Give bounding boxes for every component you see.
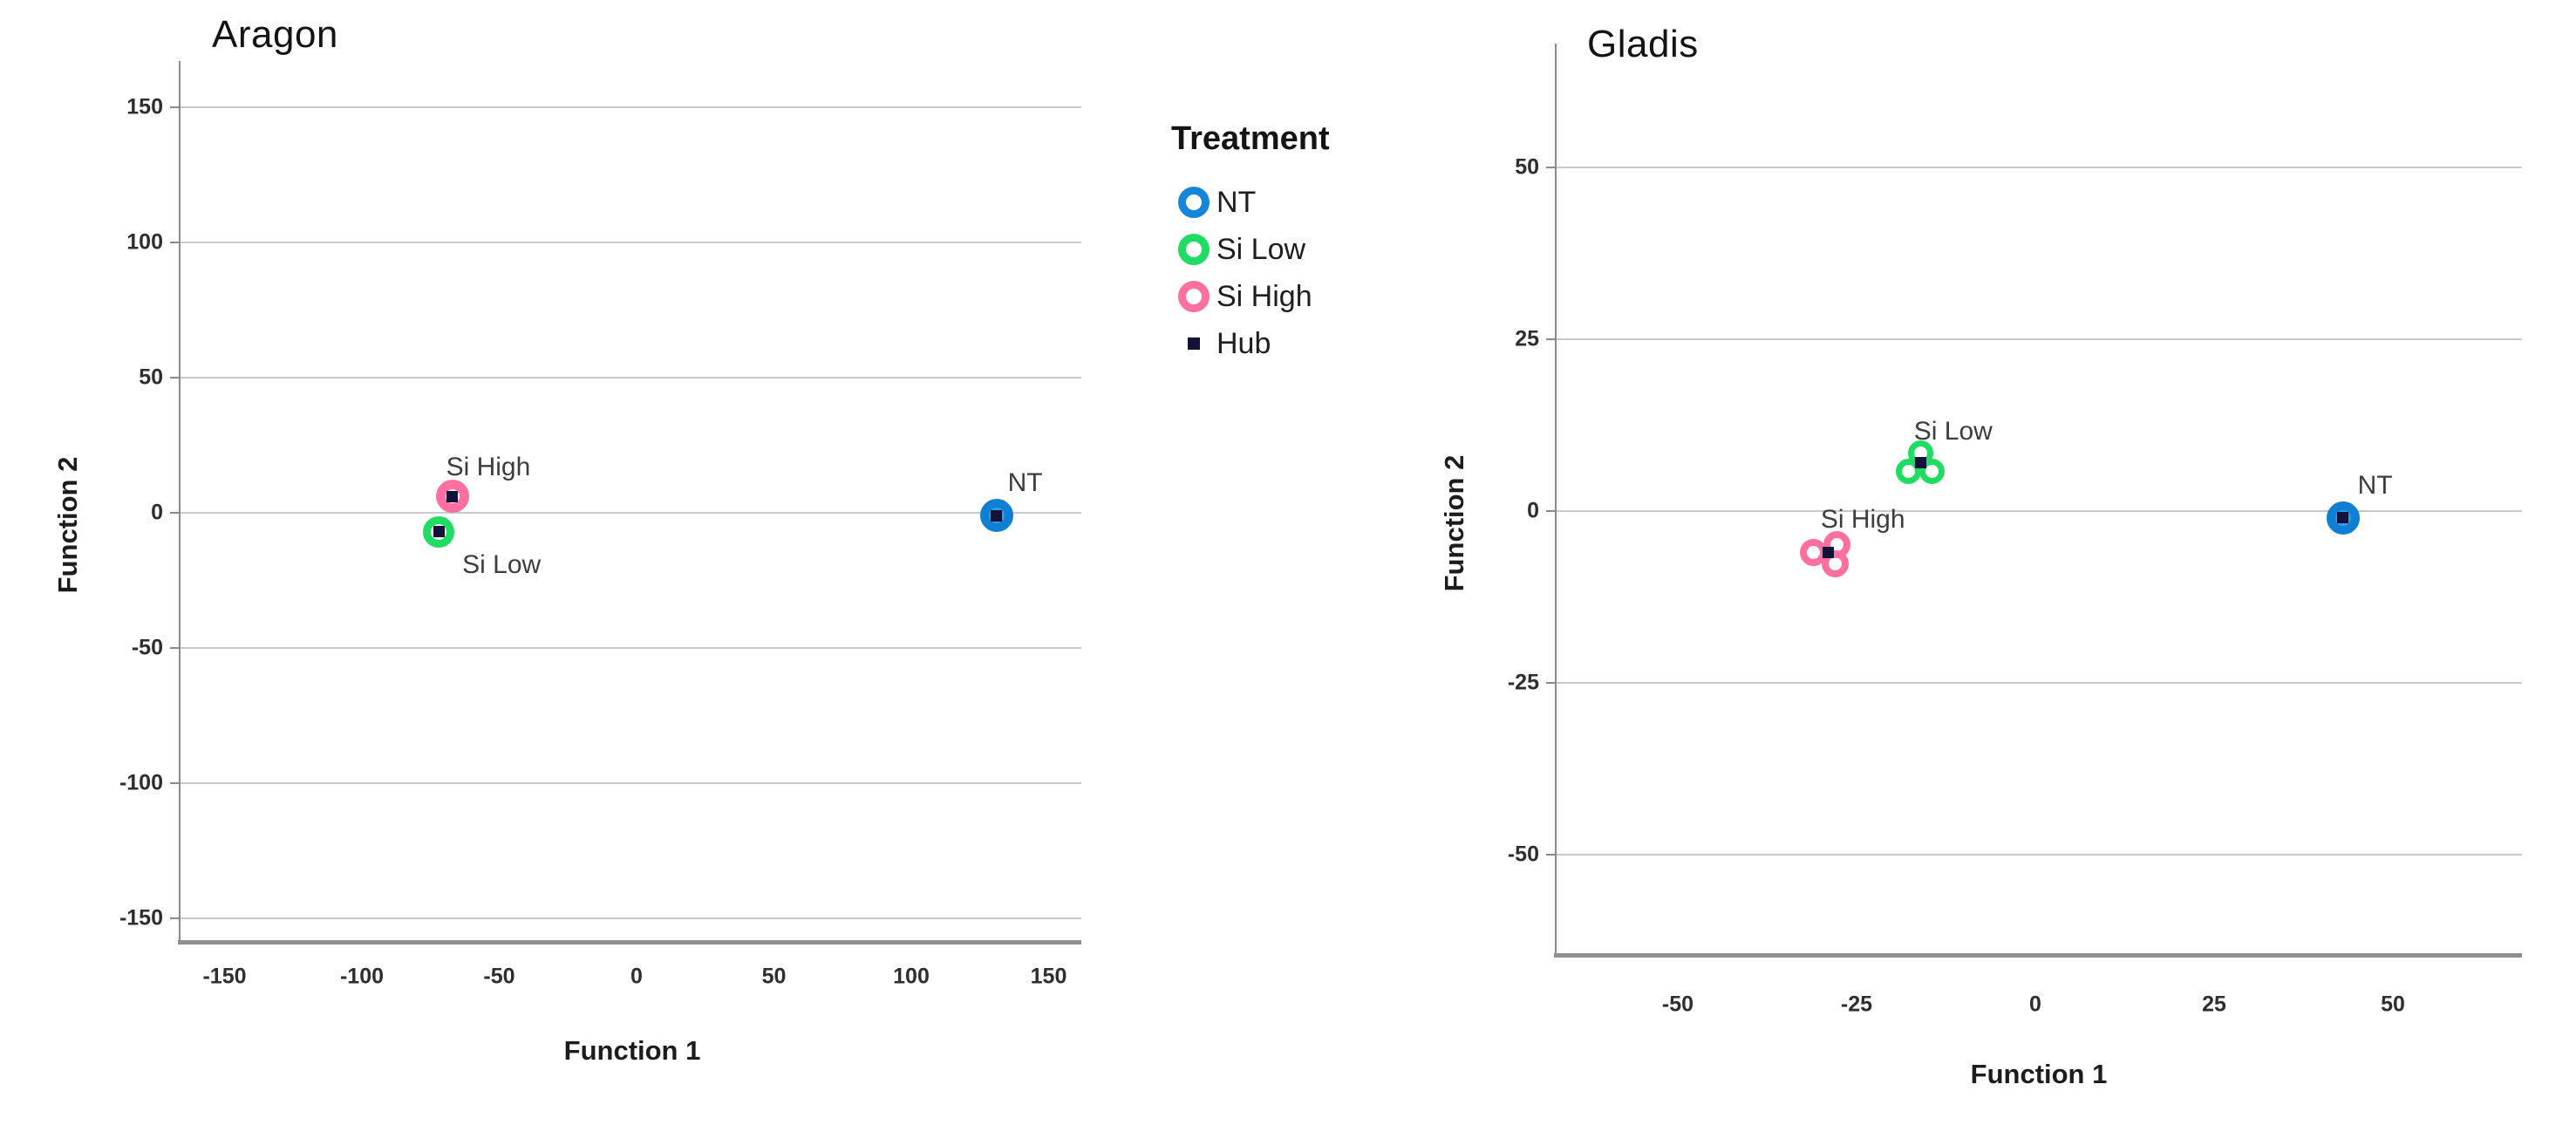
x-axis-line (178, 940, 1081, 944)
legend-item-label: NT (1216, 185, 1257, 219)
y-tick-mark-100 (170, 242, 179, 243)
gridline-y-50 (1555, 167, 2522, 168)
si-low-marker-ring-2 (1896, 459, 1922, 485)
y-tick-mark--50 (170, 647, 179, 649)
hub-legend-marker-cell (1171, 338, 1216, 350)
point-label-nt: NT (2357, 470, 2393, 500)
hub-marker-icon (1822, 546, 1834, 558)
y-tick-mark-50 (170, 377, 179, 378)
x-tick-label: -50 (1661, 992, 1694, 1017)
gridline-y-0 (179, 512, 1081, 514)
gridline-y-100 (179, 242, 1081, 243)
y-tick-mark-25 (1546, 338, 1555, 340)
y-tick-mark-0 (170, 512, 179, 514)
x-tick-label: 100 (893, 964, 930, 989)
legend-item-nt: NT (1171, 179, 1330, 226)
point-label-si-low: Si Low (1913, 416, 1993, 446)
plot-title-aragon: Aragon (212, 13, 338, 56)
hub-marker-icon (2337, 512, 2349, 524)
point-label-nt: NT (1007, 468, 1043, 498)
si-low-marker-ring-3 (1919, 459, 1946, 485)
y-tick-label: 0 (1527, 498, 1539, 523)
y-tick-label: -150 (119, 905, 163, 931)
hub-marker-icon (446, 490, 459, 502)
x-tick-label: 0 (630, 964, 643, 989)
x-tick-label: 150 (1030, 964, 1067, 989)
y-tick-mark-0 (1546, 510, 1555, 512)
y-axis-line (179, 61, 181, 942)
gridline-y--50 (179, 647, 1081, 649)
y-tick-label: -100 (119, 770, 163, 795)
si-high-ring-icon (1178, 281, 1210, 312)
legend-items: NT Si Low Si High Hub (1171, 179, 1330, 367)
x-tick-label: -25 (1840, 992, 1873, 1017)
x-tick-label: -100 (339, 964, 385, 989)
si-low-legend-marker-cell (1171, 234, 1216, 265)
si-low-ring-icon (1178, 234, 1210, 265)
x-tick-label: 25 (2202, 992, 2226, 1017)
legend-title: Treatment (1171, 120, 1330, 157)
x-tick-label: -50 (483, 964, 515, 989)
x-tick-label: 50 (761, 964, 787, 989)
gridline-y--50 (1555, 854, 2522, 856)
y-tick-label: 50 (1515, 154, 1539, 180)
gladis-x-axis-label: Function 1 (1970, 1059, 2108, 1089)
legend-item-si-low: Si Low (1171, 226, 1330, 273)
y-tick-mark--50 (1546, 854, 1555, 856)
y-tick-mark--150 (170, 917, 179, 919)
legend-item-label: Si High (1216, 279, 1312, 313)
x-axis-line (1554, 953, 2522, 958)
y-tick-label: 50 (139, 365, 163, 390)
gridline-y-150 (179, 106, 1081, 108)
y-tick-label: 100 (126, 229, 163, 255)
gridline-y-0 (1555, 510, 2522, 512)
x-tick-label: 50 (2381, 992, 2405, 1017)
gridline-y--150 (179, 917, 1081, 919)
legend-item-label: Hub (1216, 326, 1271, 360)
legend: Treatment NT Si Low Si High Hub (1171, 120, 1330, 367)
si-high-marker-ring (435, 480, 469, 514)
si-high-legend-marker-cell (1171, 281, 1216, 312)
y-tick-label: 25 (1515, 326, 1539, 351)
aragon-x-axis-label: Function 1 (563, 1035, 701, 1066)
hub-square-icon (1188, 338, 1200, 350)
si-high-marker-ring-3 (1821, 549, 1849, 577)
nt-legend-marker-cell (1171, 187, 1216, 218)
hub-marker-icon (433, 526, 445, 538)
y-tick-mark-50 (1546, 167, 1555, 168)
y-tick-label: 0 (151, 500, 163, 525)
gridline-y--100 (179, 782, 1081, 784)
y-tick-label: 150 (126, 94, 163, 119)
point-label-si-low: Si Low (462, 549, 542, 579)
gridline-y--25 (1555, 682, 2522, 684)
y-tick-mark--25 (1546, 682, 1555, 684)
point-label-si-high: Si High (446, 453, 531, 482)
nt-marker-ring (2326, 501, 2360, 535)
nt-ring-icon (1178, 187, 1210, 218)
y-tick-mark--100 (170, 782, 179, 784)
x-tick-label: -150 (202, 964, 247, 989)
si-low-marker-ring (423, 515, 455, 548)
x-tick-label: 0 (2029, 992, 2041, 1017)
legend-item-hub: Hub (1171, 320, 1330, 367)
y-tick-label: -25 (1507, 670, 1539, 695)
hub-marker-icon (991, 509, 1003, 522)
legend-item-si-high: Si High (1171, 273, 1330, 320)
y-tick-mark-150 (170, 106, 179, 108)
y-tick-label: -50 (1507, 842, 1539, 867)
gridline-y-25 (1555, 338, 2522, 340)
y-tick-label: -50 (131, 635, 163, 660)
point-label-si-high: Si High (1820, 505, 1905, 535)
legend-item-label: Si Low (1216, 232, 1306, 266)
hub-marker-icon (1915, 457, 1927, 469)
plot-title-gladis: Gladis (1587, 23, 1699, 65)
y-axis-line (1555, 44, 1557, 955)
gridline-y-50 (179, 377, 1081, 378)
